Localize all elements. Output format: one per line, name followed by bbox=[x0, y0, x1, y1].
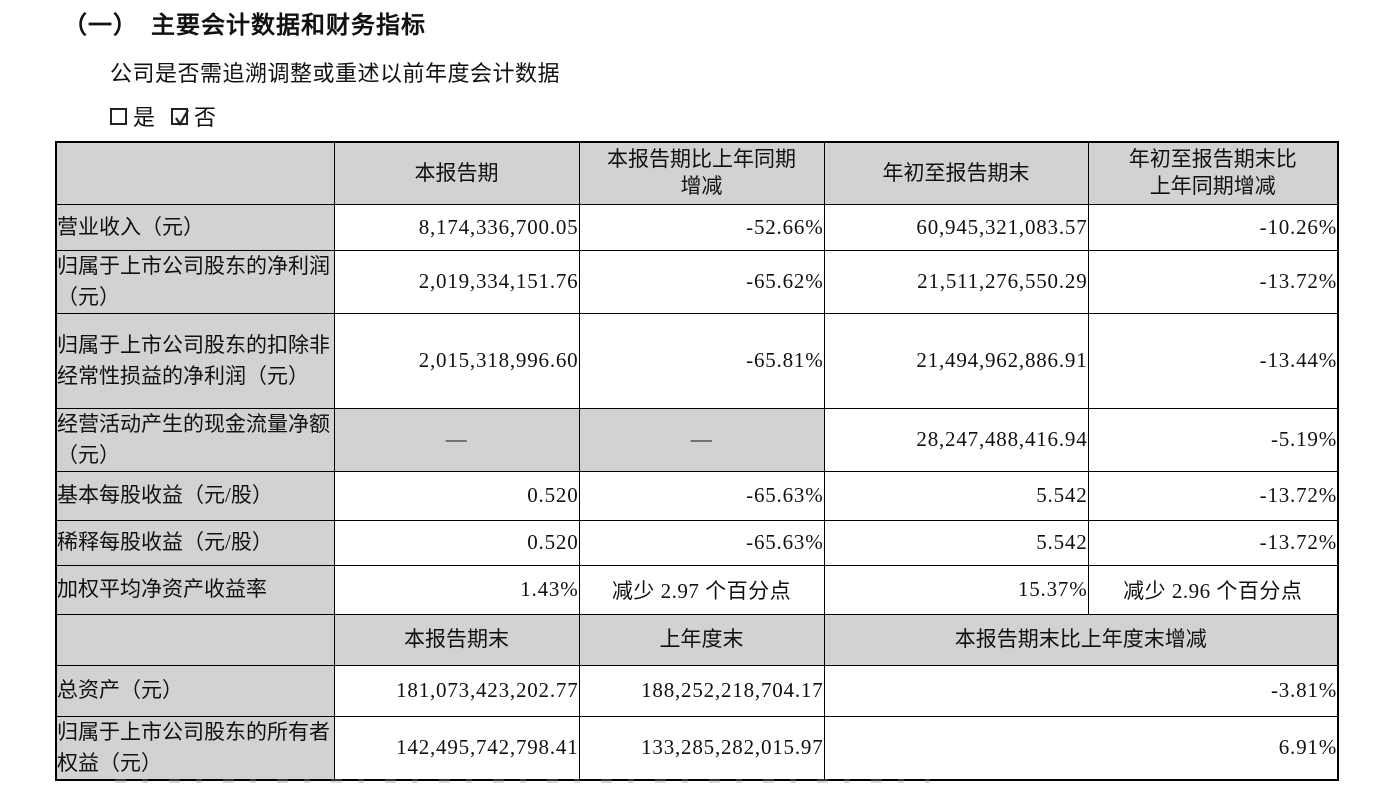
row-label: 加权平均净资产收益率 bbox=[55, 564, 335, 615]
table-row-revenue: 营业收入（元） 8,174,336,700.05 -52.66% 60,945,… bbox=[55, 203, 1339, 251]
table-header-row-2: 本报告期末 上年度末 本报告期末比上年度末增减 bbox=[55, 613, 1339, 666]
cell-value: 8,174,336,700.05 bbox=[333, 203, 580, 251]
checkbox-no-checked bbox=[171, 107, 189, 126]
cell-value: -10.26% bbox=[1087, 203, 1339, 251]
restate-answer-row: 是 否 bbox=[110, 100, 226, 132]
header-ytd: 年初至报告期末 bbox=[823, 141, 1089, 205]
cell-value: 2,019,334,151.76 bbox=[333, 249, 580, 314]
header-end-of-period: 本报告期末 bbox=[333, 613, 580, 666]
header-blank-cell bbox=[55, 613, 335, 666]
cell-value: 0.520 bbox=[333, 470, 580, 521]
checkbox-yes-unchecked bbox=[110, 107, 127, 125]
checkbox-yes-label: 是 bbox=[133, 105, 156, 130]
row-label: 总资产（元） bbox=[55, 664, 335, 717]
table-row-weighted-avg-roe: 加权平均净资产收益率 1.43% 减少 2.97 个百分点 15.37% 减少 … bbox=[55, 564, 1339, 615]
row-label: 归属于上市公司股东的扣除非经常性损益的净利润（元） bbox=[55, 312, 335, 409]
cell-value: -65.63% bbox=[578, 519, 825, 566]
table-row-total-assets: 总资产（元） 181,073,423,202.77 188,252,218,70… bbox=[55, 664, 1339, 717]
section-title: （一） 主要会计数据和财务指标 bbox=[63, 13, 426, 39]
row-label: 归属于上市公司股东的所有者权益（元） bbox=[55, 715, 335, 780]
cell-value: -13.72% bbox=[1087, 519, 1339, 566]
table-row-net-profit: 归属于上市公司股东的净利润（元） 2,019,334,151.76 -65.62… bbox=[55, 249, 1339, 314]
cell-value: 减少 2.97 个百分点 bbox=[578, 564, 825, 615]
header-period-vs-last-year-change: 本报告期末比上年度末增减 bbox=[823, 613, 1339, 666]
cell-value: 188,252,218,704.17 bbox=[578, 664, 825, 717]
checkbox-no-label: 否 bbox=[194, 105, 217, 130]
restate-question-text: 公司是否需追溯调整或重述以前年度会计数据 bbox=[110, 61, 561, 86]
cell-value: -52.66% bbox=[578, 203, 825, 251]
cell-value: 2,015,318,996.60 bbox=[333, 312, 580, 409]
cell-value: 5.542 bbox=[823, 470, 1089, 521]
cell-value: 1.43% bbox=[333, 564, 580, 615]
cell-value: 21,511,276,550.29 bbox=[823, 249, 1089, 314]
cell-value: -13.72% bbox=[1087, 470, 1339, 521]
cell-value: -3.81% bbox=[823, 664, 1339, 717]
cell-value: 60,945,321,083.57 bbox=[823, 203, 1089, 251]
cell-value: -5.19% bbox=[1087, 407, 1339, 472]
check-icon bbox=[175, 108, 189, 126]
cell-value: -65.62% bbox=[578, 249, 825, 314]
cell-value: 28,247,488,416.94 bbox=[823, 407, 1089, 472]
header-blank-cell bbox=[55, 141, 335, 205]
header-end-of-last-year: 上年度末 bbox=[578, 613, 825, 666]
row-label: 经营活动产生的现金流量净额（元） bbox=[55, 407, 335, 472]
cell-value: 减少 2.96 个百分点 bbox=[1087, 564, 1339, 615]
table-row-net-profit-excl-nonrecurring: 归属于上市公司股东的扣除非经常性损益的净利润（元） 2,015,318,996.… bbox=[55, 312, 1339, 409]
table-row-operating-cash-flow: 经营活动产生的现金流量净额（元） — — 28,247,488,416.94 -… bbox=[55, 407, 1339, 472]
cell-value: 21,494,962,886.91 bbox=[823, 312, 1089, 409]
clipped-next-line-remnant bbox=[115, 779, 930, 783]
cell-value: 0.520 bbox=[333, 519, 580, 566]
row-label: 稀释每股收益（元/股） bbox=[55, 519, 335, 566]
key-financials-table: 本报告期 本报告期比上年同期 增减 年初至报告期末 年初至报告期末比 上年同期增减 … bbox=[55, 141, 1339, 781]
cell-value: -13.44% bbox=[1087, 312, 1339, 409]
cell-value: -65.81% bbox=[578, 312, 825, 409]
cell-value: 133,285,282,015.97 bbox=[578, 715, 825, 780]
cell-dash: — bbox=[333, 407, 580, 472]
table-row-basic-eps: 基本每股收益（元/股） 0.520 -65.63% 5.542 -13.72% bbox=[55, 470, 1339, 521]
cell-value: -13.72% bbox=[1087, 249, 1339, 314]
cell-value: -65.63% bbox=[578, 470, 825, 521]
row-label: 营业收入（元） bbox=[55, 203, 335, 251]
cell-value: 181,073,423,202.77 bbox=[333, 664, 580, 717]
header-ytd-yoy-change: 年初至报告期末比 上年同期增减 bbox=[1087, 141, 1339, 205]
header-yoy-change: 本报告期比上年同期 增减 bbox=[578, 141, 825, 205]
cell-value: 15.37% bbox=[823, 564, 1089, 615]
row-label: 基本每股收益（元/股） bbox=[55, 470, 335, 521]
cell-value: 142,495,742,798.41 bbox=[333, 715, 580, 780]
header-current-period: 本报告期 bbox=[333, 141, 580, 205]
row-label: 归属于上市公司股东的净利润（元） bbox=[55, 249, 335, 314]
table-row-diluted-eps: 稀释每股收益（元/股） 0.520 -65.63% 5.542 -13.72% bbox=[55, 519, 1339, 566]
cell-dash: — bbox=[578, 407, 825, 472]
table-row-shareholders-equity: 归属于上市公司股东的所有者权益（元） 142,495,742,798.41 13… bbox=[55, 715, 1339, 780]
cell-value: 6.91% bbox=[823, 715, 1339, 780]
cell-value: 5.542 bbox=[823, 519, 1089, 566]
table-header-row-1: 本报告期 本报告期比上年同期 增减 年初至报告期末 年初至报告期末比 上年同期增减 bbox=[55, 141, 1339, 205]
